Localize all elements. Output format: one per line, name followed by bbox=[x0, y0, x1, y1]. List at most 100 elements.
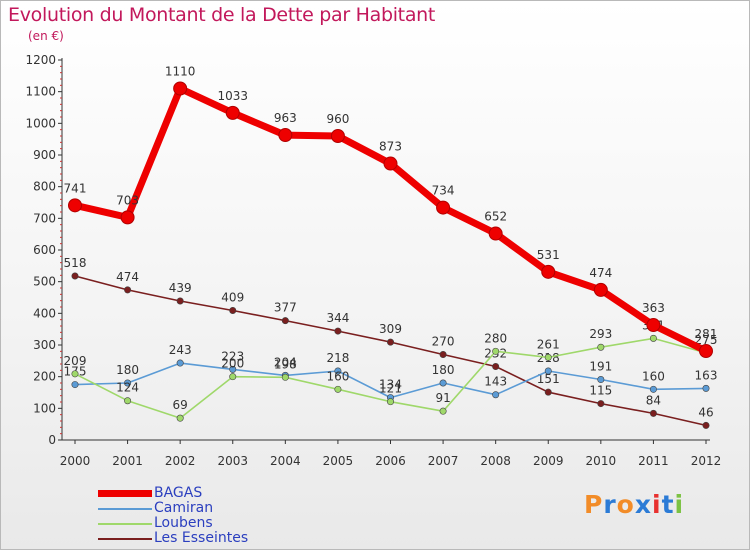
data-label-camiran: 204 bbox=[274, 355, 297, 369]
data-label-les-esseintes: 270 bbox=[432, 335, 455, 349]
data-label-les-esseintes: 84 bbox=[646, 393, 661, 407]
data-point-loubens bbox=[229, 373, 237, 381]
x-tick-label: 2010 bbox=[586, 454, 617, 468]
data-label-bagas: 741 bbox=[64, 181, 87, 195]
data-point-camiran bbox=[439, 379, 447, 387]
data-point-camiran bbox=[492, 391, 500, 399]
data-label-bagas: 1110 bbox=[165, 65, 196, 79]
data-point-loubens bbox=[649, 334, 657, 342]
data-point-les-esseintes bbox=[386, 338, 394, 346]
legend-label-loubens: Loubens bbox=[154, 515, 213, 531]
logo-letter: t bbox=[661, 490, 675, 519]
y-tick-label: 1100 bbox=[25, 85, 56, 99]
x-tick-label: 2008 bbox=[480, 454, 511, 468]
logo-letter: P bbox=[584, 490, 604, 519]
data-point-loubens bbox=[71, 370, 79, 378]
data-label-bagas: 734 bbox=[432, 184, 455, 198]
data-point-camiran bbox=[176, 359, 184, 367]
data-label-les-esseintes: 46 bbox=[698, 405, 713, 419]
x-tick-label: 2001 bbox=[112, 454, 143, 468]
data-point-les-esseintes bbox=[597, 400, 605, 408]
data-point-camiran bbox=[702, 384, 710, 392]
data-point-bagas bbox=[383, 156, 398, 171]
logo-letter: r bbox=[603, 490, 617, 519]
data-point-bagas bbox=[699, 344, 713, 359]
data-point-les-esseintes bbox=[71, 272, 79, 280]
data-point-loubens bbox=[439, 407, 447, 415]
data-point-loubens bbox=[492, 347, 500, 355]
data-point-loubens bbox=[176, 414, 184, 422]
legend-label-camiran: Camiran bbox=[154, 500, 214, 516]
data-point-les-esseintes bbox=[124, 286, 132, 294]
data-label-camiran: 223 bbox=[221, 349, 244, 363]
data-point-les-esseintes bbox=[176, 297, 184, 305]
data-label-loubens: 124 bbox=[116, 381, 139, 395]
x-tick-label: 2003 bbox=[217, 454, 248, 468]
data-point-bagas bbox=[436, 200, 451, 215]
data-label-les-esseintes: 115 bbox=[589, 384, 612, 398]
data-label-camiran: 143 bbox=[484, 375, 507, 389]
data-label-loubens: 275 bbox=[695, 333, 718, 347]
data-label-les-esseintes: 309 bbox=[379, 322, 402, 336]
data-label-bagas: 873 bbox=[379, 140, 402, 154]
legend-swatch-loubens bbox=[98, 523, 152, 525]
proxiti-logo: Proxiti bbox=[584, 490, 684, 519]
data-point-camiran bbox=[597, 376, 605, 384]
data-point-bagas bbox=[488, 226, 503, 241]
data-label-loubens: 209 bbox=[64, 354, 87, 368]
data-point-bagas bbox=[278, 128, 293, 143]
data-point-les-esseintes bbox=[702, 421, 710, 429]
data-label-les-esseintes: 439 bbox=[169, 281, 192, 295]
data-point-loubens bbox=[281, 373, 289, 381]
data-point-les-esseintes bbox=[649, 409, 657, 417]
y-tick-label: 100 bbox=[33, 401, 56, 415]
y-tick-label: 200 bbox=[33, 370, 56, 384]
logo-letter: i bbox=[674, 490, 685, 519]
data-point-camiran bbox=[334, 367, 342, 375]
data-point-loubens bbox=[334, 385, 342, 393]
y-tick-label: 300 bbox=[33, 338, 56, 352]
legend-swatch-les-esseintes bbox=[98, 538, 152, 540]
data-label-camiran: 180 bbox=[432, 363, 455, 377]
y-tick-label: 800 bbox=[33, 180, 56, 194]
data-label-loubens: 69 bbox=[173, 398, 188, 412]
data-label-les-esseintes: 409 bbox=[221, 290, 244, 304]
y-tick-label: 1200 bbox=[25, 53, 56, 67]
data-point-camiran bbox=[544, 367, 552, 375]
data-point-les-esseintes bbox=[492, 363, 500, 371]
data-point-les-esseintes bbox=[439, 350, 447, 358]
data-label-loubens: 121 bbox=[379, 382, 402, 396]
y-tick-label: 500 bbox=[33, 275, 56, 289]
data-label-bagas: 960 bbox=[326, 112, 349, 126]
chart-subtitle: (en €) bbox=[28, 29, 64, 43]
data-label-loubens: 200 bbox=[221, 357, 244, 371]
data-point-camiran bbox=[229, 365, 237, 373]
data-label-les-esseintes: 518 bbox=[64, 256, 87, 270]
x-tick-label: 2002 bbox=[165, 454, 196, 468]
x-tick-label: 2009 bbox=[533, 454, 564, 468]
data-point-bagas bbox=[225, 105, 240, 120]
data-label-camiran: 160 bbox=[642, 369, 665, 383]
x-tick-label: 2011 bbox=[638, 454, 669, 468]
data-label-bagas: 363 bbox=[642, 301, 665, 315]
legend-label-les-esseintes: Les Esseintes bbox=[154, 530, 249, 546]
data-label-loubens: 261 bbox=[537, 337, 560, 351]
data-label-bagas: 703 bbox=[116, 193, 139, 207]
data-point-bagas bbox=[541, 264, 556, 279]
y-tick-label: 1000 bbox=[25, 116, 56, 130]
data-label-les-esseintes: 377 bbox=[274, 301, 297, 315]
data-label-bagas: 281 bbox=[695, 327, 718, 341]
data-point-loubens bbox=[597, 343, 605, 351]
legend-swatch-camiran bbox=[98, 508, 152, 510]
data-label-bagas: 531 bbox=[537, 248, 560, 262]
data-label-loubens: 160 bbox=[326, 369, 349, 383]
data-label-camiran: 218 bbox=[326, 351, 349, 365]
data-label-camiran: 134 bbox=[379, 378, 402, 392]
data-label-camiran: 180 bbox=[116, 363, 139, 377]
data-label-loubens: 293 bbox=[589, 327, 612, 341]
data-point-loubens bbox=[386, 398, 394, 406]
data-point-loubens bbox=[124, 397, 132, 405]
data-point-les-esseintes bbox=[229, 306, 237, 314]
x-tick-label: 2006 bbox=[375, 454, 406, 468]
